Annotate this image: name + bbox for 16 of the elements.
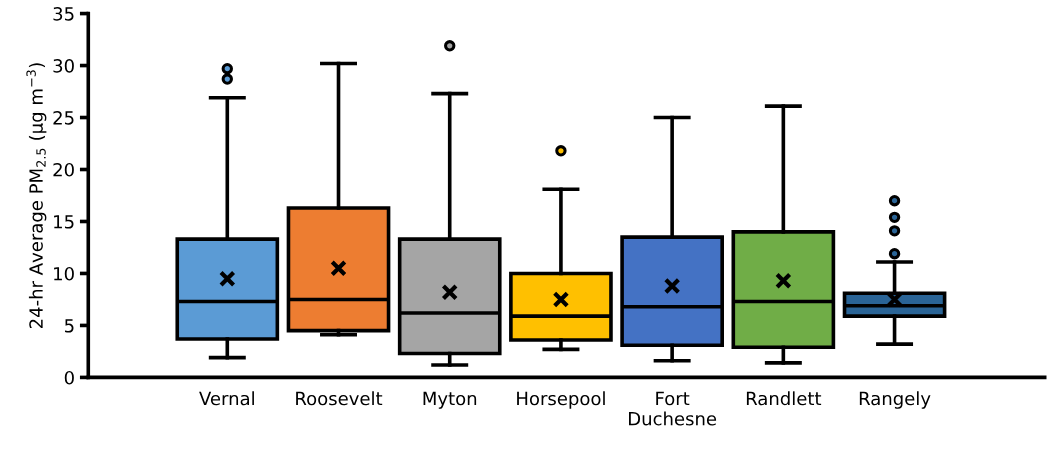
y-tick-label: 10 [54, 266, 74, 281]
y-tick-label: 5 [65, 319, 74, 333]
x-tick-label: Randlett [746, 391, 822, 406]
x-tick-label: Myton [423, 391, 477, 409]
y-tick-label: 35 [53, 7, 74, 21]
y-axis-title: 24-hr Average PM$_{2.5}$ (µg m$^{−3}$) [26, 63, 47, 329]
y-tick-label: 15 [54, 215, 74, 229]
x-tick-label: Horsepool [517, 391, 605, 409]
y-tick-label: 20 [53, 162, 74, 177]
y-tick-label: 25 [53, 110, 74, 125]
x-tick-label: Roosevelt [296, 391, 383, 406]
y-tick-label: 30 [53, 59, 74, 73]
x-tick-label: Rangely [859, 391, 931, 409]
x-tick-label: Fort Duchesne [629, 391, 717, 426]
y-tick-label: 0 [64, 370, 74, 385]
x-tick-label: Vernal [199, 391, 254, 406]
